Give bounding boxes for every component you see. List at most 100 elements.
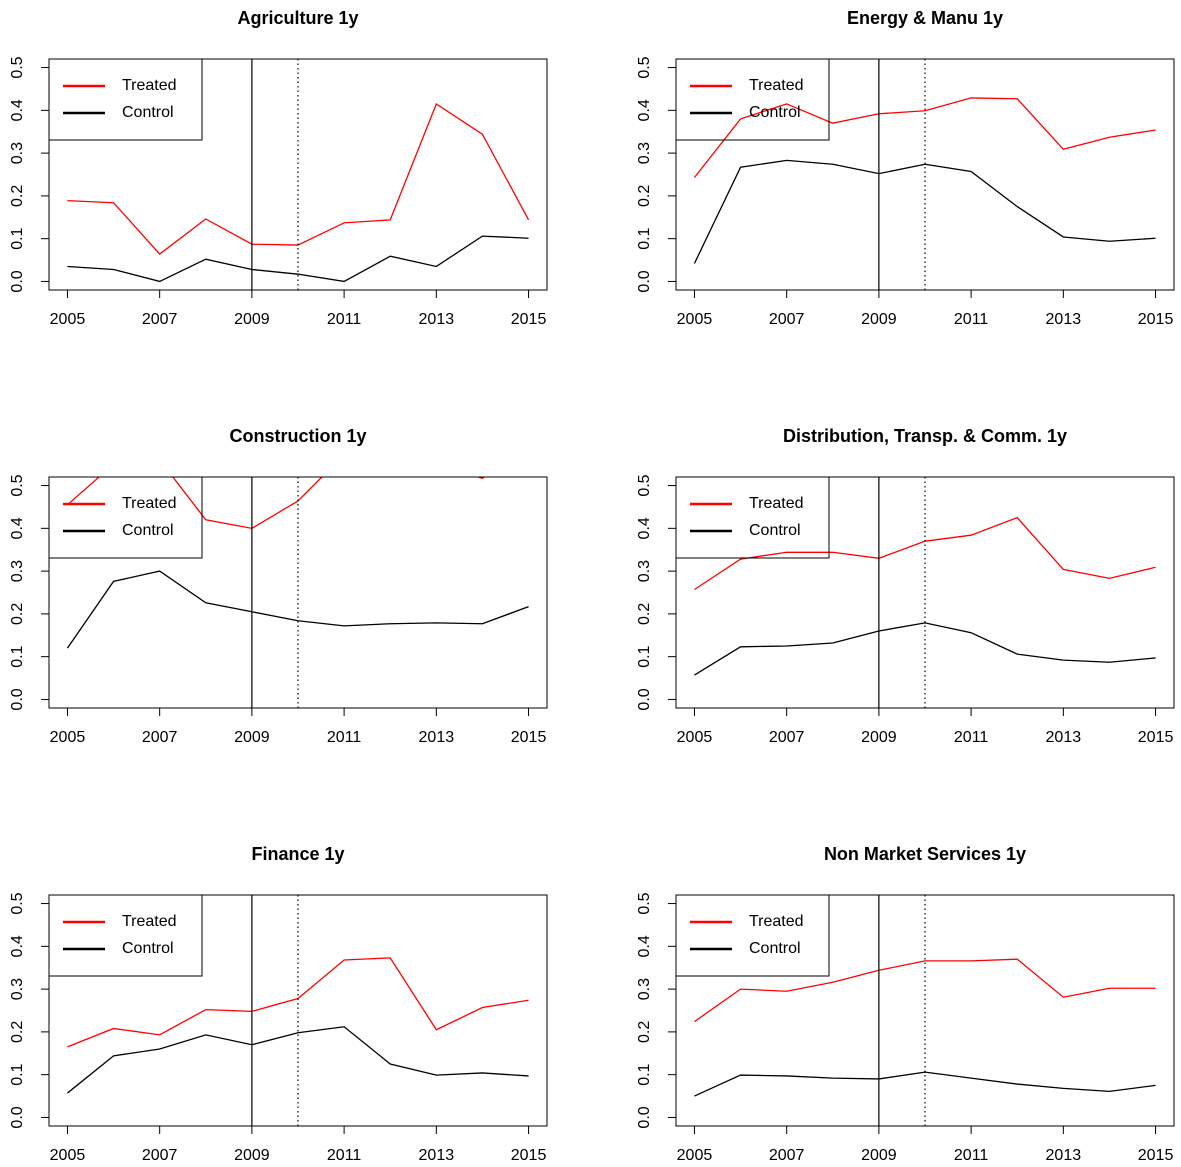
plot-box [48, 476, 548, 709]
y-tick-label: 0.1 [9, 1063, 26, 1085]
series-line [67, 477, 486, 530]
legend-box [48, 894, 203, 977]
legend-label: Control [749, 940, 801, 957]
y-tick-label: 0.2 [636, 185, 653, 207]
y-tick-label: 0.3 [9, 978, 26, 1000]
y-tick-label: 0.0 [636, 1106, 653, 1128]
legend-label: Treated [122, 495, 177, 512]
x-tick-label: 2015 [511, 1147, 547, 1164]
legend-label: Treated [749, 495, 804, 512]
y-tick-label: 0.1 [636, 227, 653, 249]
x-tick-label: 2013 [1046, 311, 1082, 328]
y-tick-label: 0.0 [9, 688, 26, 710]
series-line [693, 97, 1156, 178]
series-line [66, 570, 529, 649]
y-tick-label: 0.0 [636, 688, 653, 710]
legend-box [48, 58, 203, 141]
y-tick-label: 0.5 [636, 56, 653, 78]
y-tick-label: 0.3 [636, 560, 653, 582]
x-tick-label: 2015 [511, 729, 547, 746]
series-line [67, 102, 530, 255]
y-tick-label: 0.3 [9, 142, 26, 164]
x-tick-label: 2013 [419, 729, 455, 746]
y-tick-label: 0.5 [636, 474, 653, 496]
series-line [694, 958, 1156, 1023]
legend-label: Treated [122, 77, 177, 94]
x-tick-label: 2013 [419, 1147, 455, 1164]
x-tick-label: 2015 [1138, 729, 1174, 746]
panel-title: Agriculture 1y [237, 8, 358, 28]
legend-label: Control [122, 940, 174, 957]
y-tick-label: 0.2 [9, 603, 26, 625]
plot-box [48, 894, 548, 1127]
y-tick-label: 0.2 [9, 1021, 26, 1043]
panel: Distribution, Transp. & Comm. 1y 2005 2007… [636, 426, 1175, 746]
x-tick-label: 2007 [769, 311, 805, 328]
y-tick-label: 0.0 [9, 270, 26, 292]
x-tick-label: 2005 [50, 729, 86, 746]
y-tick-label: 0.5 [9, 56, 26, 78]
x-tick-label: 2013 [419, 311, 455, 328]
y-tick-label: 0.1 [9, 645, 26, 667]
x-tick-label: 2015 [511, 311, 547, 328]
plot-box [48, 58, 548, 291]
y-tick-label: 0.5 [9, 892, 26, 914]
x-tick-label: 2011 [954, 311, 989, 328]
x-tick-label: 2007 [769, 1147, 805, 1164]
series-line [67, 235, 529, 283]
series-line [67, 957, 529, 1048]
y-tick-label: 0.3 [9, 560, 26, 582]
panel: Finance 1y 2005 2007 2009 2011 2013 2015 0.0 0.1… [9, 844, 548, 1164]
y-tick-label: 0.0 [636, 270, 653, 292]
panel: Energy & Manu 1y 2005 2007 2009 2011 2013 2015… [636, 8, 1175, 328]
y-tick-label: 0.3 [636, 142, 653, 164]
series-line [694, 1071, 1156, 1097]
x-tick-label: 2009 [861, 729, 897, 746]
legend-box [675, 58, 830, 141]
y-tick-label: 0.4 [636, 99, 653, 121]
plot-box [675, 476, 1175, 709]
x-tick-label: 2005 [677, 1147, 713, 1164]
y-tick-label: 0.2 [636, 603, 653, 625]
legend-box [675, 894, 830, 977]
series-line [694, 622, 1156, 676]
series-line [693, 159, 1156, 264]
y-tick-label: 0.1 [636, 645, 653, 667]
y-tick-label: 0.2 [9, 185, 26, 207]
x-tick-label: 2005 [50, 1147, 86, 1164]
x-tick-label: 2009 [861, 1147, 897, 1164]
x-tick-label: 2011 [954, 729, 989, 746]
y-tick-label: 0.4 [636, 517, 653, 539]
y-tick-label: 0.2 [636, 1021, 653, 1043]
x-tick-label: 2009 [234, 729, 270, 746]
x-tick-label: 2007 [142, 1147, 178, 1164]
panel-title: Construction 1y [229, 426, 366, 446]
y-tick-label: 0.1 [9, 227, 26, 249]
legend-label: Treated [749, 913, 804, 930]
y-tick-label: 0.0 [9, 1106, 26, 1128]
x-tick-label: 2009 [234, 1147, 270, 1164]
plot-box [675, 58, 1175, 291]
y-tick-label: 0.4 [9, 99, 26, 121]
y-tick-label: 0.4 [9, 935, 26, 957]
x-tick-label: 2005 [677, 729, 713, 746]
x-tick-label: 2011 [954, 1147, 989, 1164]
x-tick-label: 2007 [142, 729, 178, 746]
panel: Agriculture 1y 2005 2007 2009 2011 2013 2015 0.… [9, 8, 548, 328]
y-tick-label: 0.5 [9, 474, 26, 496]
y-tick-label: 0.4 [636, 935, 653, 957]
plot-box [675, 894, 1175, 1127]
x-tick-label: 2009 [861, 311, 897, 328]
panel: Construction 1y 2005 2007 2009 2011 2013 2015 0… [9, 426, 548, 746]
x-tick-label: 2011 [327, 1147, 362, 1164]
panel-title: Energy & Manu 1y [847, 8, 1003, 28]
legend-box [675, 476, 830, 559]
legend-label: Treated [749, 77, 804, 94]
legend-label: Control [749, 522, 801, 539]
y-tick-label: 0.4 [9, 517, 26, 539]
panel: Non Market Services 1y 2005 2007 2009 2011 20… [636, 844, 1175, 1164]
legend-box [48, 476, 203, 559]
panel-title: Finance 1y [251, 844, 344, 864]
x-tick-label: 2007 [769, 729, 805, 746]
